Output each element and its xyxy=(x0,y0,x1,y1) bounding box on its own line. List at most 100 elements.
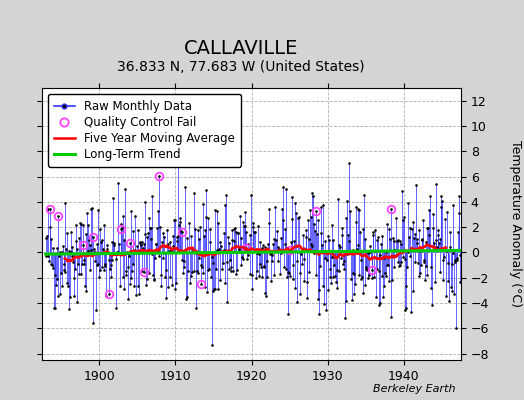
Point xyxy=(267,278,276,284)
Point xyxy=(97,264,106,270)
Point xyxy=(269,272,278,278)
Point xyxy=(246,270,255,277)
Point xyxy=(219,260,227,266)
Point xyxy=(198,264,206,270)
Point xyxy=(184,267,192,274)
Point xyxy=(337,255,345,261)
Point xyxy=(405,234,413,240)
Point xyxy=(233,267,241,274)
Point xyxy=(364,274,372,281)
Point xyxy=(411,258,419,265)
Point xyxy=(295,213,303,220)
Point xyxy=(435,269,444,276)
Point xyxy=(395,263,403,269)
Point xyxy=(448,261,456,268)
Point xyxy=(47,236,56,242)
Point xyxy=(169,233,178,239)
Point xyxy=(43,205,52,212)
Point xyxy=(101,261,109,268)
Point xyxy=(406,225,414,231)
Point xyxy=(77,271,85,278)
Point xyxy=(62,246,70,252)
Point xyxy=(374,234,382,240)
Point xyxy=(49,265,57,271)
Point xyxy=(412,182,420,188)
Point xyxy=(172,238,181,244)
Point xyxy=(454,193,463,199)
Point xyxy=(394,258,402,265)
Point xyxy=(262,293,270,299)
Point xyxy=(191,226,199,232)
Point xyxy=(79,242,87,248)
Point xyxy=(73,299,81,306)
Point xyxy=(373,237,381,244)
Point xyxy=(420,256,429,263)
Point xyxy=(304,236,313,242)
Point xyxy=(224,240,233,246)
Point xyxy=(268,257,277,264)
Point xyxy=(280,264,288,270)
Point xyxy=(339,261,347,268)
Point xyxy=(215,277,224,283)
Point xyxy=(453,255,462,261)
Point xyxy=(317,204,325,210)
Point xyxy=(263,258,271,264)
Point xyxy=(351,281,359,288)
Point xyxy=(55,253,63,260)
Point xyxy=(264,241,272,247)
Point xyxy=(118,273,127,280)
Point xyxy=(128,268,136,274)
Point xyxy=(61,268,69,275)
Point xyxy=(425,232,433,238)
Point xyxy=(200,233,208,239)
Point xyxy=(112,256,121,263)
Point xyxy=(276,270,285,277)
Point xyxy=(97,238,105,245)
Point xyxy=(245,232,254,238)
Point xyxy=(294,248,303,255)
Point xyxy=(360,192,368,198)
Point xyxy=(272,237,280,244)
Point xyxy=(193,227,202,234)
Point xyxy=(53,293,62,300)
Point xyxy=(427,285,435,291)
Point xyxy=(229,268,237,274)
Point xyxy=(436,236,444,243)
Point xyxy=(388,234,397,241)
Point xyxy=(366,249,375,255)
Point xyxy=(311,227,319,234)
Point xyxy=(144,230,152,236)
Point xyxy=(438,198,446,204)
Point xyxy=(301,234,310,240)
Point xyxy=(275,246,283,252)
Point xyxy=(177,228,185,234)
Point xyxy=(221,202,229,208)
Point xyxy=(247,192,255,198)
Point xyxy=(385,226,393,232)
Point xyxy=(445,229,454,236)
Point xyxy=(215,246,223,252)
Point xyxy=(189,248,197,254)
Point xyxy=(417,261,425,268)
Point xyxy=(372,294,380,300)
Point xyxy=(187,232,195,239)
Point xyxy=(211,286,220,292)
Point xyxy=(116,221,125,227)
Point xyxy=(49,245,58,252)
Point xyxy=(265,206,273,212)
Point xyxy=(340,266,348,272)
Point xyxy=(241,209,249,216)
Point xyxy=(172,280,180,286)
Point xyxy=(205,266,213,272)
Point xyxy=(289,276,298,282)
Point xyxy=(422,238,430,245)
Point xyxy=(241,223,249,230)
Point xyxy=(160,250,169,256)
Point xyxy=(65,306,73,312)
Point xyxy=(449,201,457,208)
Point xyxy=(168,282,176,288)
Point xyxy=(163,241,172,248)
Point xyxy=(119,212,127,219)
Point xyxy=(353,246,361,252)
Point xyxy=(290,285,299,292)
